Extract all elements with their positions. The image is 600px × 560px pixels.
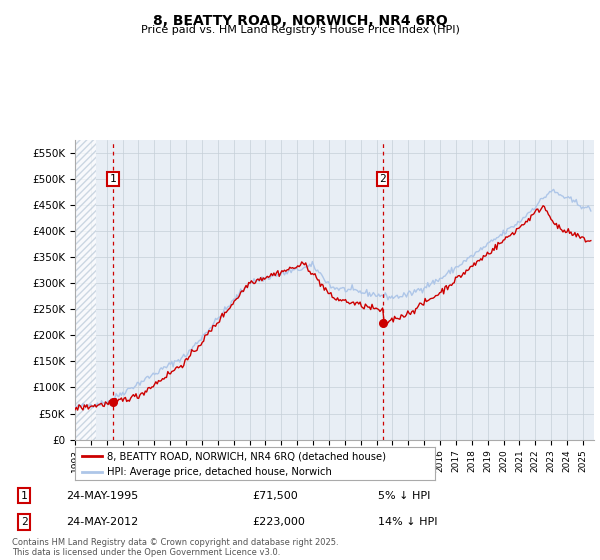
Text: 5% ↓ HPI: 5% ↓ HPI [378, 491, 430, 501]
Text: £71,500: £71,500 [252, 491, 298, 501]
Text: 1: 1 [20, 491, 28, 501]
Text: Contains HM Land Registry data © Crown copyright and database right 2025.
This d: Contains HM Land Registry data © Crown c… [12, 538, 338, 557]
Text: 2: 2 [20, 517, 28, 527]
Text: 8, BEATTY ROAD, NORWICH, NR4 6RQ: 8, BEATTY ROAD, NORWICH, NR4 6RQ [152, 14, 448, 28]
Text: HPI: Average price, detached house, Norwich: HPI: Average price, detached house, Norw… [107, 467, 332, 477]
Text: 24-MAY-2012: 24-MAY-2012 [66, 517, 138, 527]
Text: 14% ↓ HPI: 14% ↓ HPI [378, 517, 437, 527]
Text: 2: 2 [379, 174, 386, 184]
Text: Price paid vs. HM Land Registry's House Price Index (HPI): Price paid vs. HM Land Registry's House … [140, 25, 460, 35]
Text: 1: 1 [110, 174, 116, 184]
Bar [75, 140, 95, 440]
Text: 8, BEATTY ROAD, NORWICH, NR4 6RQ (detached house): 8, BEATTY ROAD, NORWICH, NR4 6RQ (detach… [107, 451, 386, 461]
Text: 24-MAY-1995: 24-MAY-1995 [66, 491, 138, 501]
Text: £223,000: £223,000 [252, 517, 305, 527]
